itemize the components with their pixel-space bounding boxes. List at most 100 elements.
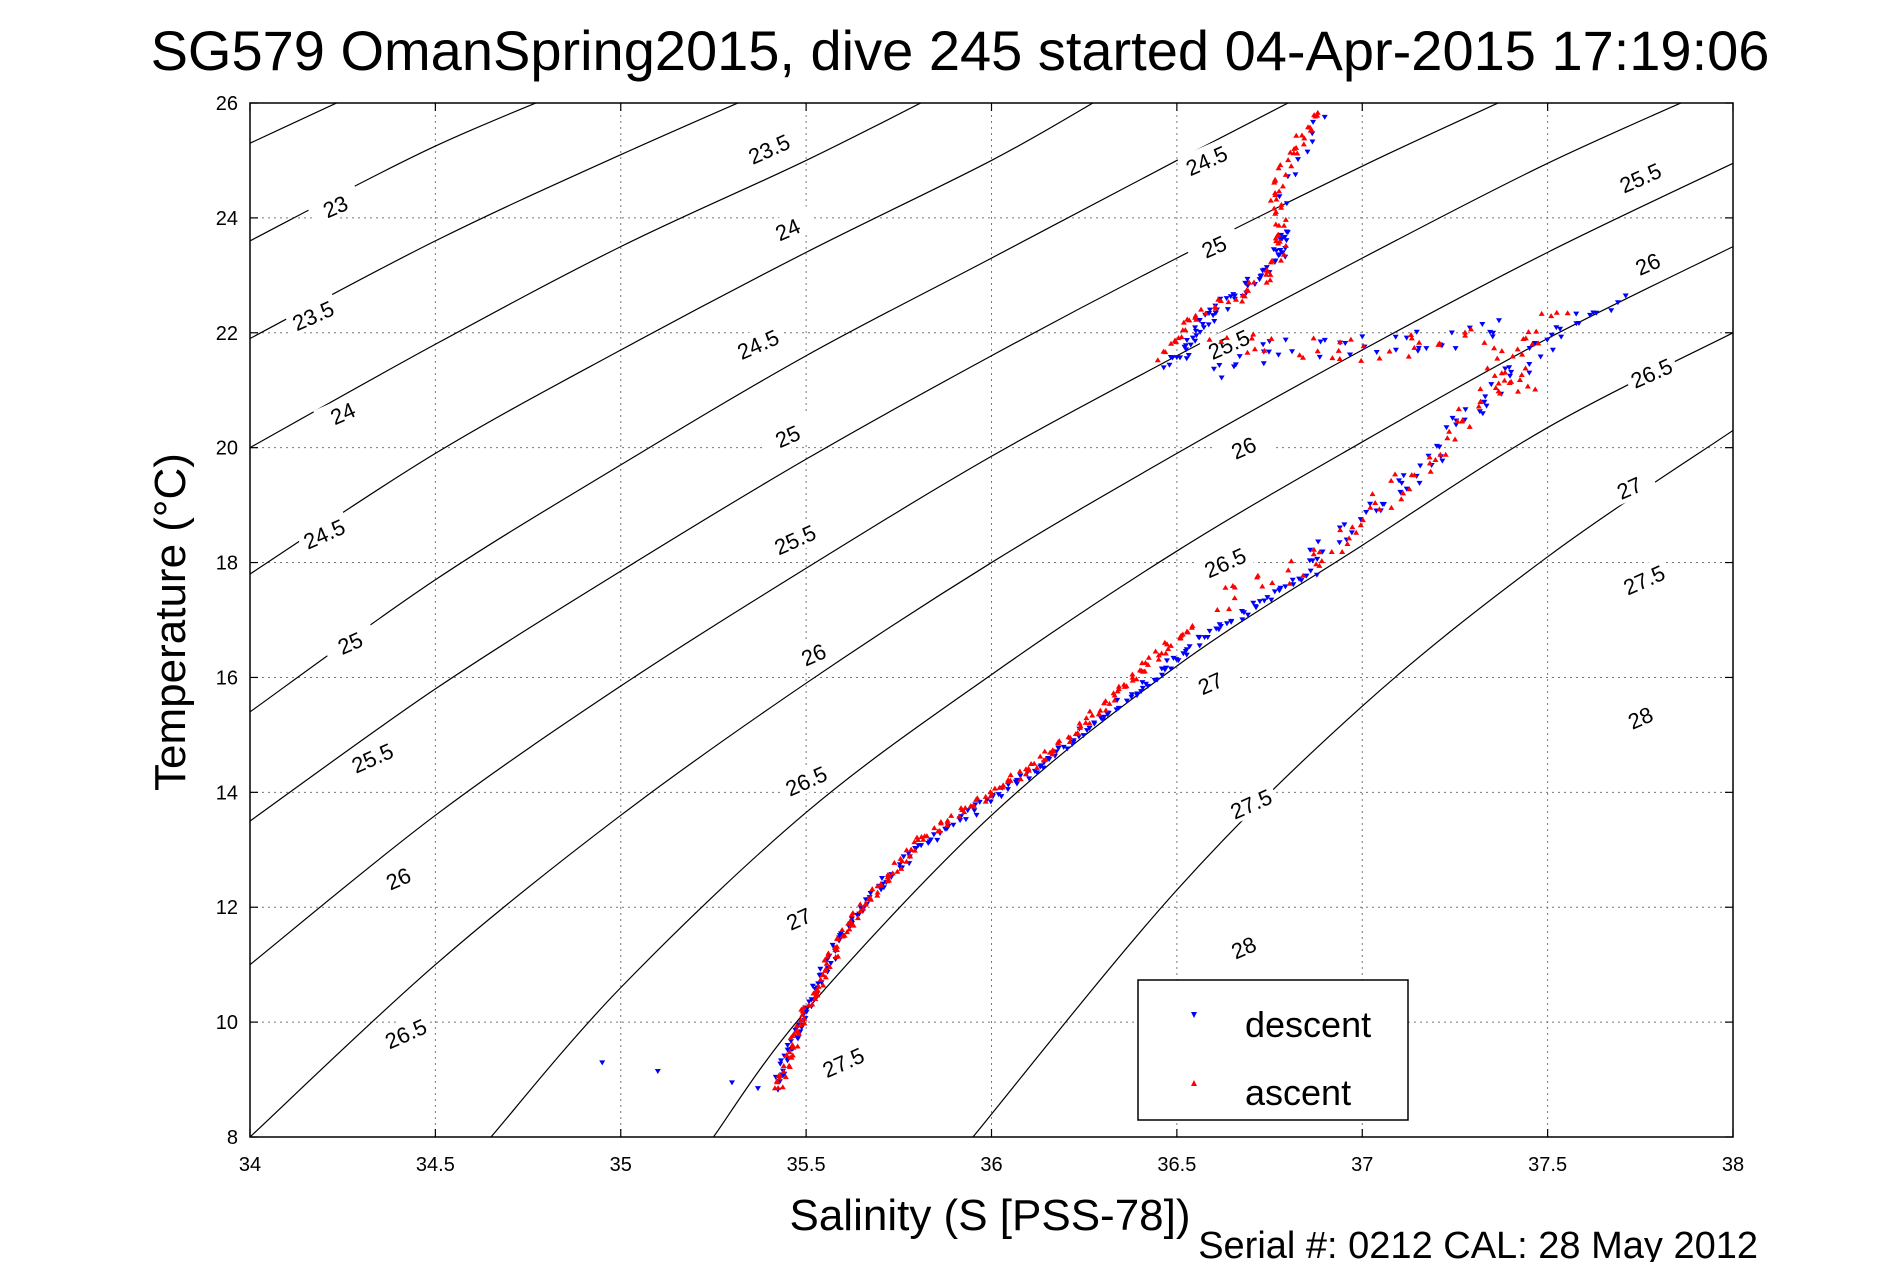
ascent-point (1427, 468, 1434, 474)
ascent-point (835, 936, 842, 942)
ascent-point (1083, 715, 1090, 721)
descent-point (1241, 610, 1248, 616)
ascent-point (1144, 661, 1151, 667)
ascent-point (1426, 460, 1433, 466)
descent-point (1448, 330, 1455, 336)
ascent-point (1442, 451, 1449, 457)
ascent-point (1271, 179, 1278, 185)
ascent-point (790, 1044, 797, 1050)
descent-point (1306, 558, 1313, 564)
ascent-point (1519, 351, 1526, 357)
contour-label-bg (1199, 320, 1258, 366)
ascent-point (1529, 341, 1536, 347)
descent-point (1403, 486, 1410, 492)
ascent-point (956, 813, 963, 819)
descent-point (1392, 334, 1399, 340)
ascent-point (1520, 335, 1527, 341)
descent-point (827, 960, 834, 966)
ascent-point (1022, 771, 1029, 777)
ascent-point (1251, 279, 1258, 285)
ascent-point (786, 1049, 793, 1055)
descent-point (808, 997, 815, 1003)
ascent-point (1318, 558, 1325, 564)
descent-point (1161, 667, 1168, 673)
descent-point (1205, 322, 1212, 328)
ascent-point (1155, 652, 1162, 658)
ascent-point (1538, 310, 1545, 316)
descent-point (998, 794, 1005, 800)
descent-point (1373, 350, 1380, 356)
ascent-point (1337, 339, 1344, 345)
ascent-point (1281, 222, 1288, 228)
descent-point (1017, 773, 1024, 779)
ascent-point (860, 905, 867, 911)
ascent-point (1508, 378, 1515, 384)
ascent-point (1495, 388, 1502, 394)
contour-label-bg (776, 757, 835, 803)
descent-point (1206, 311, 1213, 317)
isopycnal-25.5 (250, 103, 1500, 822)
ascent-point (1037, 753, 1044, 759)
ascent-point (789, 1052, 796, 1058)
ascent-point (1231, 595, 1238, 601)
contour-label-bg (1614, 556, 1673, 602)
ascent-point (1261, 347, 1268, 353)
ascent-point (774, 1078, 781, 1084)
descent-point (1481, 399, 1488, 405)
ascent-point (1005, 776, 1012, 782)
ascent-point (1141, 668, 1148, 674)
descent-point (1180, 651, 1187, 657)
descent-point (1139, 680, 1146, 686)
descent-point (1508, 369, 1515, 375)
descent-point (1502, 366, 1509, 372)
contour-label-bg (320, 619, 379, 665)
ascent-point (1298, 132, 1305, 138)
data-points (599, 109, 1629, 1093)
descent-point (1321, 114, 1328, 120)
ascent-point (1152, 648, 1159, 654)
ascent-point (799, 1008, 806, 1014)
ascent-point (987, 793, 994, 799)
ascent-point (1347, 336, 1354, 342)
descent-point (1433, 443, 1440, 449)
ascent-point (1314, 348, 1321, 354)
ascent-point (1123, 683, 1130, 689)
ascent-point (1178, 334, 1185, 340)
descent-point (1341, 522, 1348, 528)
contour-label-group: 26 (1214, 424, 1273, 470)
descent-point (1289, 349, 1296, 355)
descent-point (900, 854, 907, 860)
descent-point (1026, 776, 1033, 782)
y-axis-label: Temperature (°C) (146, 453, 195, 791)
descent-point (1310, 119, 1317, 125)
grid-lines (250, 103, 1733, 1137)
ascent-point (1305, 124, 1312, 130)
ascent-point (1031, 760, 1038, 766)
chart-title: SG579 OmanSpring2015, dive 245 started 0… (151, 19, 1770, 82)
ascent-point (1553, 309, 1560, 315)
descent-point (1212, 310, 1219, 316)
descent-point (1526, 361, 1533, 367)
contour-label-bg (294, 510, 353, 556)
ascent-point (1416, 339, 1423, 345)
descent-point (1070, 739, 1077, 745)
contour-label-bg (1599, 464, 1658, 510)
descent-point (1367, 501, 1374, 507)
ascent-point (1344, 540, 1351, 546)
descent-point (1151, 677, 1158, 683)
ascent-point (877, 881, 884, 887)
descent-point (1462, 407, 1469, 413)
ascent-point (1535, 340, 1542, 346)
ascent-point (819, 971, 826, 977)
ascent-point (1481, 339, 1488, 345)
ascent-point (799, 1011, 806, 1017)
descent-point (1488, 382, 1495, 388)
ascent-point (1056, 738, 1063, 744)
descent-point (1201, 635, 1208, 641)
ascent-point (1182, 327, 1189, 333)
descent-point (987, 799, 994, 805)
descent-point (867, 891, 874, 897)
ascent-point (1278, 257, 1285, 263)
ascent-point (1408, 472, 1415, 478)
